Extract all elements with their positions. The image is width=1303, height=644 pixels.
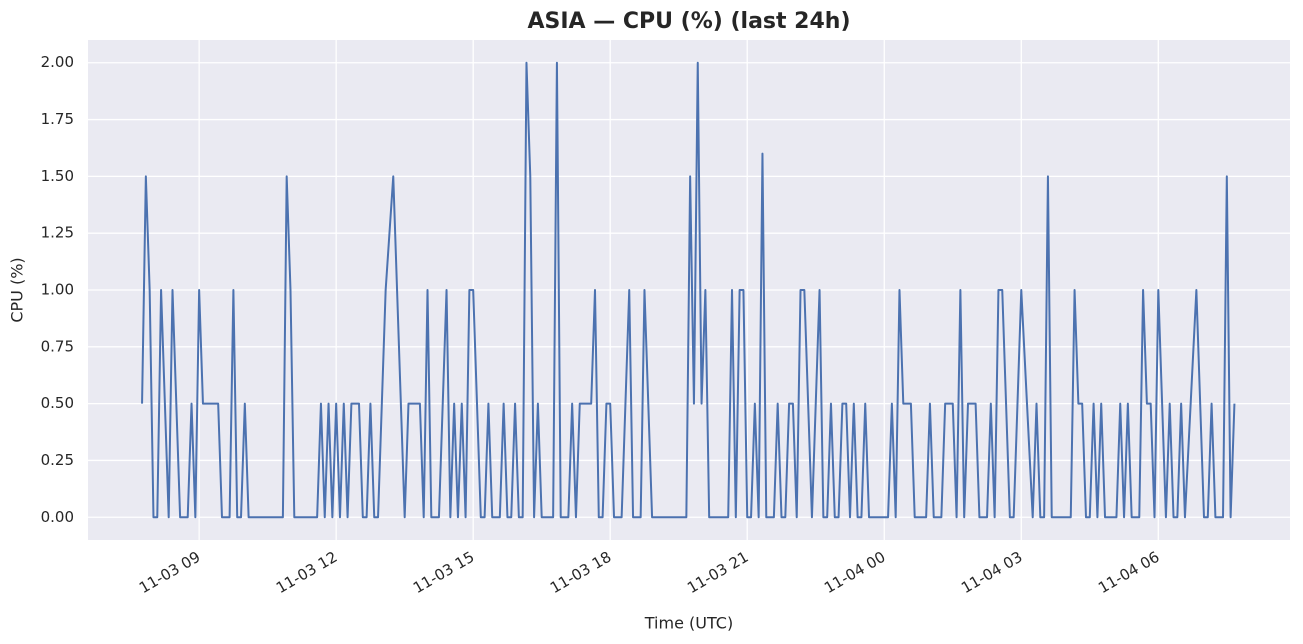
x-tick-label: 11-03 12 xyxy=(273,548,340,597)
y-tick-label: 1.00 xyxy=(41,281,74,299)
y-tick-label: 0.00 xyxy=(41,508,74,526)
x-tick-label: 11-04 00 xyxy=(821,548,888,597)
y-tick-label: 0.25 xyxy=(41,451,74,469)
y-tick-label: 1.50 xyxy=(41,167,74,185)
x-tick-label: 11-03 15 xyxy=(410,548,477,597)
x-tick-label: 11-03 18 xyxy=(547,548,614,597)
cpu-line xyxy=(141,61,1236,519)
y-axis-label: CPU (%) xyxy=(8,257,27,322)
x-tick-label: 11-04 03 xyxy=(958,548,1025,597)
y-tick-label: 1.25 xyxy=(41,224,74,242)
y-tick-label: 1.75 xyxy=(41,110,74,128)
y-tick-label: 2.00 xyxy=(41,53,74,71)
y-tick-label: 0.50 xyxy=(41,394,74,412)
x-tick-label: 11-03 21 xyxy=(684,548,751,597)
x-tick-label: 11-04 06 xyxy=(1095,548,1162,597)
x-tick-label: 11-03 09 xyxy=(136,548,203,597)
x-axis-label: Time (UTC) xyxy=(644,614,733,633)
y-tick-label: 0.75 xyxy=(41,337,74,355)
chart-title: ASIA — CPU (%) (last 24h) xyxy=(527,9,850,34)
